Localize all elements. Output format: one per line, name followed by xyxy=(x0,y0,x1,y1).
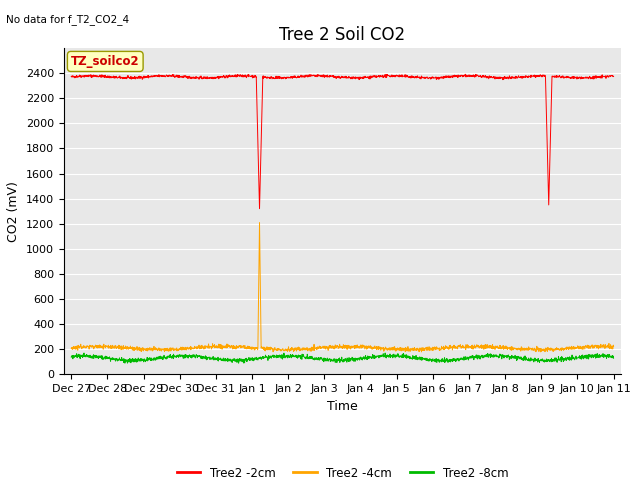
Legend: Tree2 -2cm, Tree2 -4cm, Tree2 -8cm: Tree2 -2cm, Tree2 -4cm, Tree2 -8cm xyxy=(172,462,513,480)
Title: Tree 2 Soil CO2: Tree 2 Soil CO2 xyxy=(279,25,406,44)
X-axis label: Time: Time xyxy=(327,400,358,413)
Y-axis label: CO2 (mV): CO2 (mV) xyxy=(8,181,20,241)
Text: No data for f_T2_CO2_4: No data for f_T2_CO2_4 xyxy=(6,14,129,25)
Text: TZ_soilco2: TZ_soilco2 xyxy=(71,55,140,68)
